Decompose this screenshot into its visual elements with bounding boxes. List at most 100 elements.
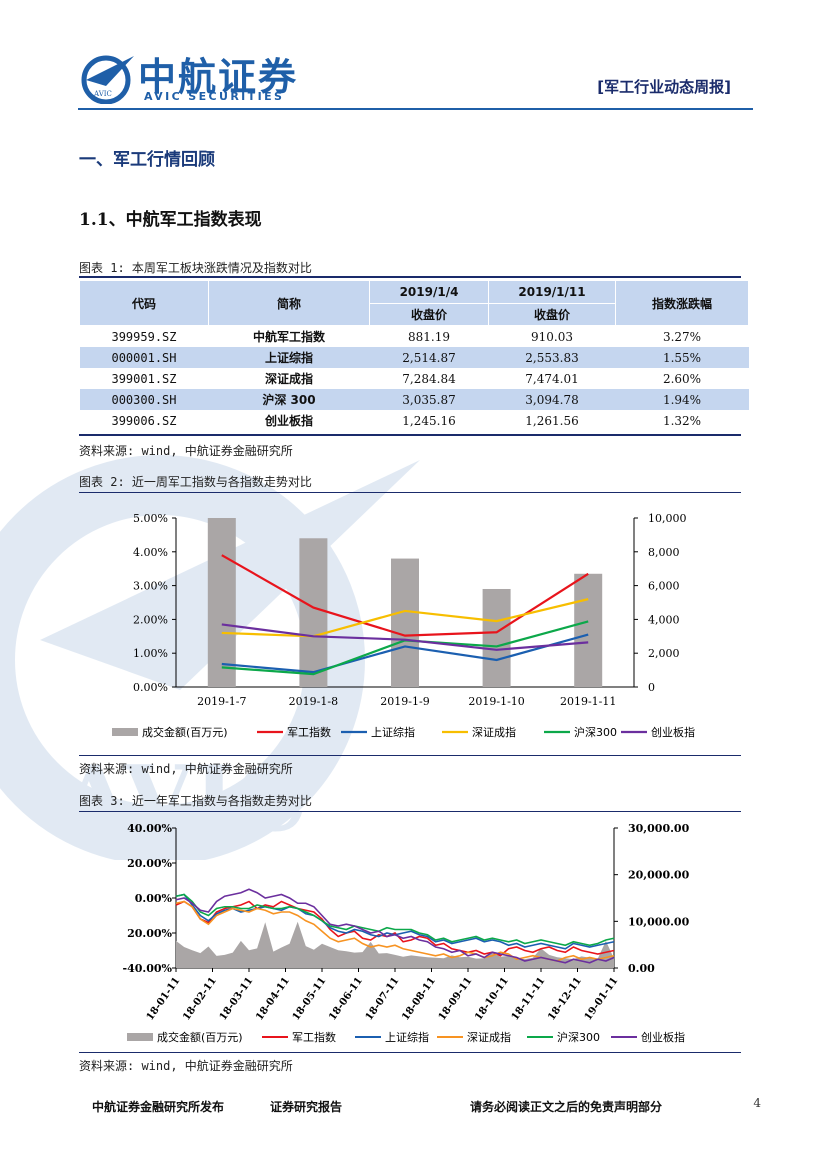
cell-close2: 2,553.83 — [488, 347, 616, 368]
th-name: 简称 — [208, 280, 370, 326]
th-close2: 收盘价 — [488, 302, 616, 326]
x-tick-label: 2019-1-9 — [380, 695, 429, 708]
y-tick-label-left: 4.00% — [133, 546, 168, 559]
chart3-bottom-rule — [79, 1052, 741, 1053]
cell-name: 上证综指 — [208, 347, 370, 368]
table-row: 000300.SH 沪深 300 3,035.87 3,094.78 1.94% — [79, 389, 749, 410]
x-tick-label: 18-01-11 — [145, 975, 183, 1022]
table-row: 399001.SZ 深证成指 7,284.84 7,474.01 2.60% — [80, 368, 749, 389]
y-tick-label-right: 0.00 — [628, 962, 655, 975]
header-divider — [78, 108, 753, 110]
legend-label: 深证成指 — [472, 725, 516, 739]
cell-close2: 3,094.78 — [488, 389, 616, 410]
footer-publisher: 中航证券金融研究所发布 — [92, 1100, 225, 1114]
svg-text:AVIC: AVIC — [93, 90, 112, 98]
cell-name: 沪深 300 — [208, 389, 370, 410]
volume-bar — [391, 558, 419, 687]
page-number: 4 — [753, 1096, 761, 1110]
th-code: 代码 — [79, 280, 209, 326]
x-tick-label: 18-02-11 — [181, 975, 219, 1022]
x-tick-label: 18-09-11 — [437, 975, 475, 1022]
table-row: 000001.SH 上证综指 2,514.87 2,553.83 1.55% — [79, 347, 749, 368]
table1-caption: 图表 1: 本周军工板块涨跌情况及指数对比 — [79, 261, 312, 275]
volume-bar — [482, 588, 511, 687]
volume-bar — [299, 538, 328, 687]
series-line — [175, 900, 615, 957]
th-close1: 收盘价 — [369, 302, 489, 326]
series-line — [175, 893, 615, 950]
cell-close2: 7,474.01 — [525, 371, 579, 386]
index-table: 代码 简称 2019/1/4 2019/1/11 指数涨跌幅 收盘价 收盘价 3… — [79, 280, 749, 431]
legend-label: 创业板指 — [651, 725, 695, 739]
table-row: 399959.SZ 中航军工指数 881.19 910.03 3.27% — [80, 326, 749, 348]
chart2-source: 资料来源: wind, 中航证券金融研究所 — [79, 762, 293, 776]
x-tick-label: 18-04-11 — [254, 975, 292, 1022]
cell-close1: 881.19 — [408, 329, 450, 344]
chart2-top-rule — [79, 492, 741, 493]
y-tick-label-right: 4,000 — [648, 613, 680, 626]
cell-name: 中航军工指数 — [252, 330, 325, 344]
table1-bottom-rule — [79, 434, 741, 436]
volume-bar — [574, 573, 603, 687]
cell-change: 1.94% — [615, 389, 749, 410]
table-row: 399006.SZ 创业板指 1,245.16 1,261.56 1.32% — [80, 410, 749, 431]
legend-label: 军工指数 — [292, 1030, 336, 1044]
legend-label: 上证综指 — [371, 725, 415, 739]
y-tick-label-left: 3.00% — [133, 580, 168, 593]
cell-close2: 910.03 — [531, 329, 573, 344]
report-type: [军工行业动态周报] — [597, 78, 731, 96]
th-date2: 2019/1/11 — [488, 280, 616, 304]
cell-change: 3.27% — [662, 329, 702, 344]
volume-bar — [207, 518, 236, 687]
y-tick-label-right: 30,000.00 — [628, 822, 690, 835]
logo-text-en: AVIC SECURITIES — [144, 90, 285, 103]
y-tick-label-right: 6,000 — [648, 580, 680, 593]
chart3-caption: 图表 3: 近一年军工指数与各指数走势对比 — [79, 794, 312, 808]
weekly-index-chart: 0.00% 1.00% 2.00% 3.00% 4.00% 5.00% 0 2,000 4,00… — [112, 512, 695, 739]
th-date1: 2019/1/4 — [369, 280, 489, 304]
y-tick-label-right: 8,000 — [648, 546, 680, 559]
cell-code: 399001.SZ — [111, 371, 177, 386]
chart-legend: 成交金额(百万元) 军工指数 上证综指 深证成指 沪深300 创业板指 — [127, 1030, 685, 1044]
y-tick-label-left: 20.00% — [127, 927, 172, 940]
cell-name: 创业板指 — [264, 414, 313, 428]
y-tick-label-right: 10,000.00 — [628, 915, 690, 928]
x-tick-label: 18-12-11 — [546, 975, 584, 1022]
x-tick-label: 2019-1-7 — [197, 695, 246, 708]
chart-legend: 成交金额(百万元) 军工指数 上证综指 深证成指 沪深300 创业板指 — [112, 725, 695, 739]
x-tick-label: 18-11-11 — [510, 975, 548, 1022]
volume-area — [176, 921, 614, 968]
footer-report-type: 证券研究报告 — [270, 1100, 343, 1114]
cell-close1: 7,284.84 — [402, 371, 456, 386]
legend-label: 军工指数 — [287, 725, 331, 739]
chart3-source: 资料来源: wind, 中航证券金融研究所 — [79, 1059, 293, 1073]
y-tick-label-left: 0.00% — [133, 681, 168, 694]
x-tick-label: 18-08-11 — [400, 975, 438, 1022]
cell-change: 2.60% — [662, 371, 702, 386]
series-line — [221, 633, 589, 674]
legend-label: 深证成指 — [467, 1030, 511, 1044]
y-tick-label-left: 5.00% — [133, 512, 168, 525]
th-change: 指数涨跌幅 — [615, 280, 749, 326]
series-line — [221, 598, 589, 638]
x-tick-label: 18-03-11 — [218, 975, 256, 1022]
y-tick-label-right: 10,000 — [648, 512, 687, 525]
chart2-bottom-rule — [79, 755, 741, 756]
cell-close2: 1,261.56 — [525, 413, 579, 428]
avic-logo-icon: AVIC — [81, 55, 134, 104]
y-tick-label-left: 20.00% — [127, 857, 172, 870]
legend-label: 沪深300 — [574, 725, 617, 739]
section-heading: 一、军工行情回顾 — [79, 150, 215, 170]
legend-label: 成交金额(百万元) — [157, 1030, 243, 1044]
legend-label: 创业板指 — [641, 1030, 685, 1044]
watermark-text: AVIC — [59, 746, 307, 852]
cell-code: 399006.SZ — [111, 413, 177, 428]
x-tick-label: 18-07-11 — [364, 975, 402, 1022]
cell-code: 399959.SZ — [111, 329, 177, 344]
cell-change: 1.55% — [615, 347, 749, 368]
yearly-index-chart: 40.00% 20.00% 0.00% 20.00% -40.00% 0.00 10,000… — [123, 822, 690, 1044]
x-tick-label: 18-05-11 — [291, 975, 329, 1022]
y-tick-label-left: 0.00% — [135, 892, 173, 905]
logo-text-cn: 中航证券 — [138, 55, 299, 99]
legend-label: 沪深300 — [557, 1030, 600, 1044]
